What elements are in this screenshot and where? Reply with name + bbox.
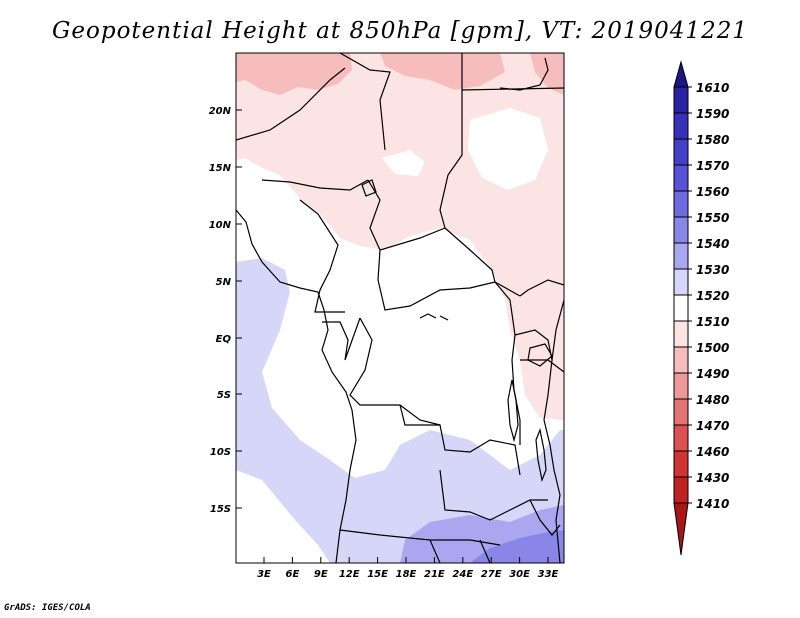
lake-victoria bbox=[527, 343, 553, 367]
border-gabon-congo bbox=[322, 317, 361, 361]
colorbar-label: 1510 bbox=[696, 315, 729, 329]
lon-label: 9E bbox=[314, 569, 328, 580]
colorbar-box bbox=[673, 424, 689, 452]
colorbar-label: 1460 bbox=[696, 445, 729, 459]
colorbar-label: 1430 bbox=[696, 471, 729, 485]
colorbar-box bbox=[673, 242, 689, 270]
colorbar-label: 1580 bbox=[696, 133, 729, 147]
field-hole-sahel bbox=[236, 168, 300, 240]
lat-label: 5N bbox=[216, 277, 232, 288]
field-region-1490-northeast bbox=[530, 53, 564, 95]
lon-label: 6E bbox=[286, 569, 300, 580]
border-niger-nigeria bbox=[261, 179, 369, 191]
lon-label: 33E bbox=[538, 569, 559, 580]
field-hole-southwest bbox=[236, 470, 330, 563]
country-borders bbox=[236, 53, 564, 563]
colorbar-box bbox=[673, 346, 689, 374]
colorbar-box bbox=[673, 450, 689, 478]
latitude-axis: 20N 15N 10N 5N EQ 5S 10S 15S bbox=[209, 106, 242, 515]
lat-label: 5S bbox=[217, 390, 231, 401]
colorbar-label: 1550 bbox=[696, 211, 729, 225]
border-ethiopia bbox=[519, 279, 564, 297]
colorbar-label: 1610 bbox=[696, 81, 729, 95]
colorbar-label: 1540 bbox=[696, 237, 729, 251]
colorbar-box bbox=[673, 294, 689, 322]
lat-label: 15N bbox=[209, 163, 232, 174]
border-chad-sudan bbox=[439, 90, 463, 229]
east-africa-coastline bbox=[543, 299, 564, 563]
border-algeria-libya bbox=[339, 53, 391, 151]
field-hole-sahara bbox=[468, 108, 548, 190]
colorbar-label: 1490 bbox=[696, 367, 729, 381]
border-botswana bbox=[429, 539, 491, 563]
colorbar-label: 1590 bbox=[696, 107, 729, 121]
colorbar-box bbox=[673, 164, 689, 192]
lake-chad bbox=[361, 179, 377, 197]
lat-label: 20N bbox=[209, 106, 232, 117]
colorbar-bottom-triangle bbox=[673, 502, 689, 556]
colorbar-label: 1520 bbox=[696, 289, 729, 303]
border-drc-east bbox=[494, 281, 521, 445]
border-sudan-southsudan bbox=[444, 227, 521, 297]
colorbar-box bbox=[673, 138, 689, 166]
border-angola-zambia bbox=[399, 404, 521, 476]
longitude-axis: 3E 6E 9E 12E 15E 18E 21E 24E 27E 30E 33E bbox=[257, 557, 559, 580]
colorbar-box bbox=[673, 320, 689, 348]
colorbar-top-triangle bbox=[673, 60, 689, 88]
lat-label: 10N bbox=[209, 220, 232, 231]
lon-label: 27E bbox=[481, 569, 502, 580]
lon-label: 18E bbox=[396, 569, 417, 580]
lon-label: 21E bbox=[424, 569, 445, 580]
lon-label: 30E bbox=[509, 569, 530, 580]
lat-label: EQ bbox=[216, 334, 232, 345]
colorbar-box bbox=[673, 190, 689, 218]
colorbar-label: 1470 bbox=[696, 419, 729, 433]
field-region-1490-northwest bbox=[236, 53, 352, 95]
lon-label: 15E bbox=[367, 569, 388, 580]
colorbar-label: 1480 bbox=[696, 393, 729, 407]
map-title: Geopotential Height at 850hPa [gpm], VT:… bbox=[52, 18, 748, 44]
colorbar-box bbox=[673, 86, 689, 114]
border-uganda bbox=[514, 329, 553, 361]
lat-label: 15S bbox=[210, 504, 231, 515]
border-mali-niger bbox=[236, 67, 346, 141]
border-car-drc bbox=[377, 249, 496, 311]
border-chad-car bbox=[367, 179, 446, 251]
border-congo-drc bbox=[349, 317, 441, 426]
lon-label: 3E bbox=[257, 569, 271, 580]
colorbar-box bbox=[673, 268, 689, 296]
map-frame bbox=[235, 52, 565, 564]
colorbar-box bbox=[673, 216, 689, 244]
colorbar-label: 1570 bbox=[696, 159, 729, 173]
field-region-1540 bbox=[470, 530, 564, 563]
colorbar-label: 1410 bbox=[696, 497, 729, 511]
river-congo-segment bbox=[419, 313, 449, 321]
colorbar-label: 1500 bbox=[696, 341, 729, 355]
colorbar-box bbox=[673, 476, 689, 504]
lake-tanganyika bbox=[507, 379, 519, 443]
colorbar-box bbox=[673, 372, 689, 400]
field-region-1520 bbox=[236, 258, 564, 563]
colorbar-label: 1530 bbox=[696, 263, 729, 277]
lat-label: 10S bbox=[210, 447, 231, 458]
colorbar-label: 1560 bbox=[696, 185, 729, 199]
colorbar-box bbox=[673, 398, 689, 426]
grads-credit: GrADS: IGES/COLA bbox=[4, 603, 91, 613]
border-cameroon bbox=[299, 199, 345, 313]
colorbar: 1610 1590 1580 1570 1560 1550 1540 1530 1520 1510… bbox=[673, 60, 729, 556]
border-mozambique bbox=[529, 499, 561, 536]
lon-label: 12E bbox=[339, 569, 360, 580]
west-africa-coastline bbox=[236, 209, 357, 563]
colorbar-box bbox=[673, 112, 689, 140]
field-hole-chad bbox=[382, 150, 425, 176]
field-region-1490-north bbox=[380, 53, 505, 90]
lake-malawi bbox=[535, 427, 547, 483]
lon-label: 24E bbox=[452, 569, 473, 580]
